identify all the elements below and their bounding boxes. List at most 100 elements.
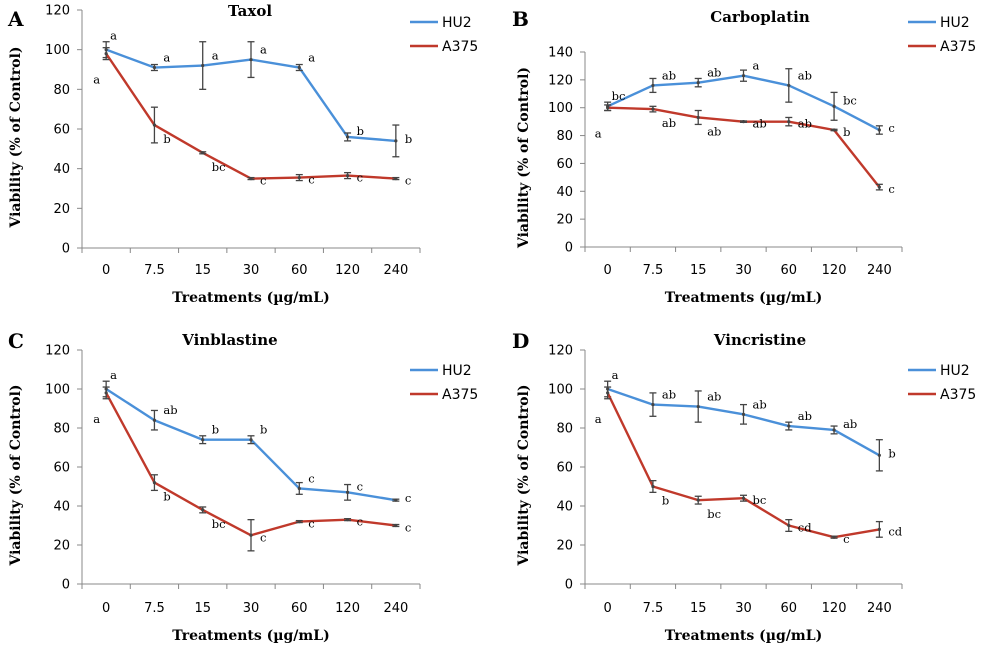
chart-title: Carboplatin bbox=[710, 8, 810, 26]
y-axis-title: Viability (% of Control) bbox=[8, 384, 24, 566]
x-tick-label: 7.5 bbox=[144, 263, 165, 278]
chart-title: Taxol bbox=[228, 2, 272, 20]
x-tick-label: 120 bbox=[822, 263, 847, 278]
significance-label: ab bbox=[798, 409, 812, 423]
x-tick-label: 30 bbox=[735, 263, 752, 278]
significance-label: a bbox=[260, 43, 267, 57]
significance-label: ab bbox=[163, 403, 177, 417]
y-tick-label: 40 bbox=[53, 162, 70, 177]
significance-label: a bbox=[163, 51, 170, 65]
x-tick-label: 60 bbox=[781, 263, 798, 278]
data-point bbox=[877, 128, 881, 132]
data-point bbox=[201, 151, 205, 155]
x-tick-label: 30 bbox=[243, 601, 260, 616]
chart-panel-a: A Taxol 0 20 40 60 80 100 120 0 7.5 15 30 60 120 240 Tre… bbox=[7, 2, 478, 306]
significance-label: c bbox=[357, 479, 363, 493]
significance-label: cd bbox=[888, 524, 902, 538]
data-point bbox=[832, 128, 836, 132]
legend-label-hu2: HU2 bbox=[940, 15, 970, 31]
significance-label: ab bbox=[707, 66, 721, 80]
y-tick-label: 120 bbox=[548, 73, 573, 88]
significance-label: c bbox=[260, 530, 266, 544]
significance-label: b bbox=[260, 423, 267, 437]
significance-label: bc bbox=[212, 517, 226, 531]
y-tick-label: 20 bbox=[53, 202, 70, 217]
significance-label: ab bbox=[798, 117, 812, 131]
series-line-a375 bbox=[105, 392, 397, 537]
significance-label: c bbox=[308, 173, 314, 187]
x-tick-label: 0 bbox=[604, 263, 612, 278]
significance-label: b bbox=[163, 132, 170, 146]
y-tick-label: 0 bbox=[565, 241, 573, 256]
x-tick-label: 60 bbox=[291, 263, 308, 278]
x-tick-label: 120 bbox=[822, 601, 847, 616]
y-tick-label: 60 bbox=[53, 461, 70, 476]
x-tick-label: 7.5 bbox=[643, 601, 664, 616]
significance-label: a bbox=[308, 51, 315, 65]
significance-label: c bbox=[260, 174, 266, 188]
x-tick-label: 15 bbox=[194, 601, 211, 616]
data-point bbox=[832, 104, 836, 108]
data-point bbox=[201, 508, 205, 512]
panel-letter: D bbox=[512, 329, 529, 353]
y-tick-label: 80 bbox=[53, 83, 70, 98]
y-tick-label: 80 bbox=[556, 129, 573, 144]
significance-label: b bbox=[662, 494, 669, 508]
data-point bbox=[249, 57, 253, 62]
series-line-a375 bbox=[607, 106, 881, 188]
significance-label: bc bbox=[612, 89, 626, 103]
panel-letter: A bbox=[7, 7, 24, 31]
significance-label: a bbox=[753, 59, 760, 73]
data-point bbox=[651, 107, 655, 111]
legend-label-a375: A375 bbox=[940, 387, 976, 403]
significance-label: ab bbox=[662, 68, 676, 82]
data-point bbox=[345, 518, 350, 522]
significance-label: a bbox=[595, 127, 602, 141]
data-point bbox=[696, 404, 700, 409]
data-point bbox=[832, 428, 836, 432]
data-point bbox=[152, 65, 157, 70]
chart-title: Vinblastine bbox=[181, 331, 277, 349]
x-tick-label: 30 bbox=[243, 263, 260, 278]
data-point bbox=[345, 174, 350, 178]
y-tick-label: 140 bbox=[548, 46, 573, 61]
significance-label: bc bbox=[212, 160, 226, 174]
significance-label: b bbox=[212, 423, 219, 437]
data-point bbox=[741, 120, 746, 124]
significance-label: bc bbox=[707, 507, 721, 521]
significance-label: ab bbox=[753, 397, 767, 411]
data-point bbox=[696, 81, 700, 85]
x-tick-label: 30 bbox=[735, 601, 752, 616]
significance-label: cd bbox=[798, 521, 812, 535]
significance-label: c bbox=[888, 121, 894, 135]
y-tick-label: 60 bbox=[556, 157, 573, 172]
x-tick-label: 7.5 bbox=[144, 601, 165, 616]
data-point bbox=[877, 453, 881, 457]
significance-label: ab bbox=[707, 124, 721, 138]
data-point bbox=[741, 412, 746, 416]
significance-label: a bbox=[612, 368, 619, 382]
significance-label: b bbox=[357, 124, 364, 138]
y-tick-label: 0 bbox=[565, 578, 573, 593]
y-tick-label: 100 bbox=[548, 383, 573, 398]
x-axis-title: Treatments (µg/mL) bbox=[172, 290, 329, 306]
x-tick-label: 0 bbox=[604, 601, 612, 616]
x-tick-label: 60 bbox=[781, 601, 798, 616]
data-point bbox=[152, 418, 157, 422]
chart-panel-c: C Vinblastine 0 20 40 60 80 100 120 0 7.5 15 30 60 120… bbox=[8, 329, 478, 644]
significance-label: c bbox=[405, 174, 411, 188]
panel-letter: B bbox=[512, 7, 529, 31]
significance-label: a bbox=[595, 412, 602, 426]
data-point bbox=[741, 74, 746, 78]
y-axis-title: Viability (% of Control) bbox=[8, 46, 24, 228]
y-tick-label: 120 bbox=[45, 4, 70, 19]
y-tick-label: 100 bbox=[45, 43, 70, 58]
data-point bbox=[345, 490, 350, 494]
significance-label: c bbox=[405, 491, 411, 505]
data-point bbox=[297, 520, 301, 524]
y-tick-label: 40 bbox=[556, 500, 573, 515]
data-point bbox=[696, 115, 700, 120]
